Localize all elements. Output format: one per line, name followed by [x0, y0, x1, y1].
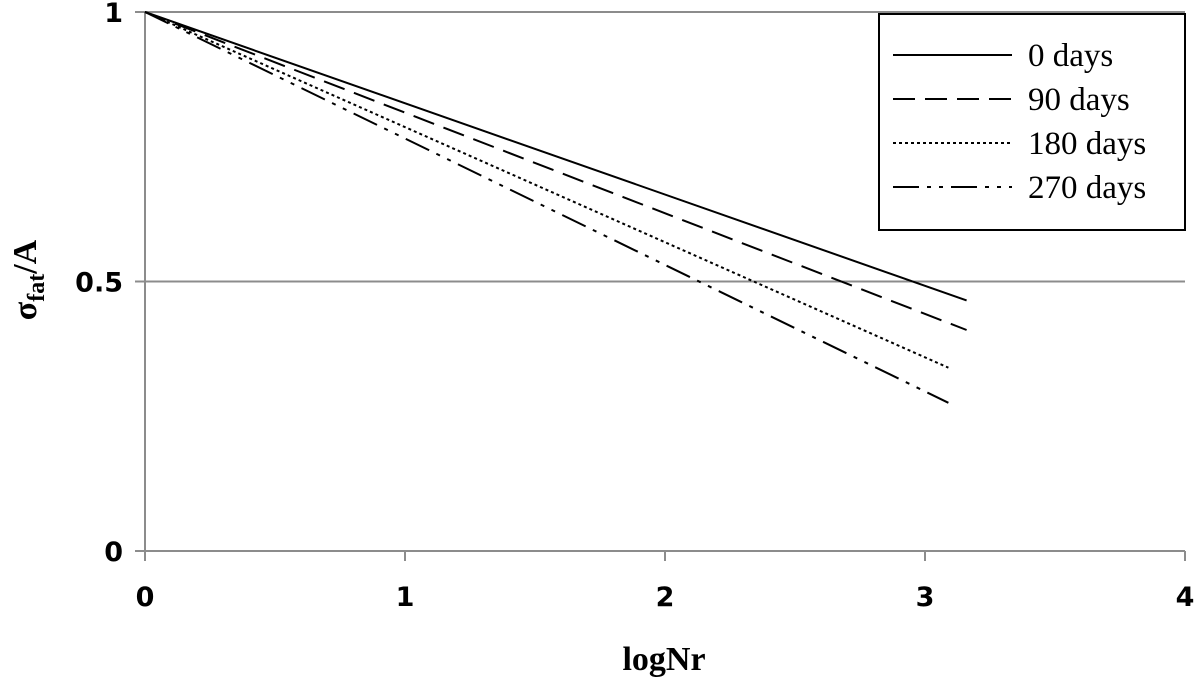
legend-label-2: 180 days — [1028, 126, 1146, 162]
x-axis-title: logNr — [622, 641, 705, 678]
legend-box — [878, 13, 1186, 231]
x-tick-label-3: 3 — [916, 582, 935, 613]
x-tick-label-0: 0 — [136, 582, 155, 613]
x-tick-label-1: 1 — [396, 582, 415, 613]
series-line-1 — [144, 11, 967, 331]
y-axis-title-rest: /A — [7, 239, 44, 274]
x-tick-label-4: 4 — [1176, 582, 1195, 613]
series-line-2 — [144, 11, 949, 369]
y-axis-title-main: σ — [7, 301, 44, 320]
series-line-3 — [144, 11, 949, 404]
y-axis-title-subscript: fat — [24, 274, 50, 302]
tick-labels: 0 1 2 3 4 0 0.5 1 — [75, 0, 1194, 613]
legend-label-3: 270 days — [1028, 170, 1146, 206]
legend: 0 days 90 days 180 days 270 days — [878, 13, 1186, 231]
y-tick-label-0: 0 — [104, 537, 123, 568]
y-tick-label-2: 1 — [104, 0, 123, 29]
gridlines — [145, 11, 1185, 283]
y-tick-label-1: 0.5 — [75, 268, 123, 299]
series-line-0 — [144, 11, 967, 302]
plot-series — [144, 11, 967, 404]
axes — [135, 11, 1186, 561]
legend-label-0: 0 days — [1028, 38, 1113, 74]
x-tick-label-2: 2 — [656, 582, 675, 613]
y-axis-title: σfat/A — [7, 239, 50, 320]
legend-label-1: 90 days — [1028, 82, 1130, 118]
